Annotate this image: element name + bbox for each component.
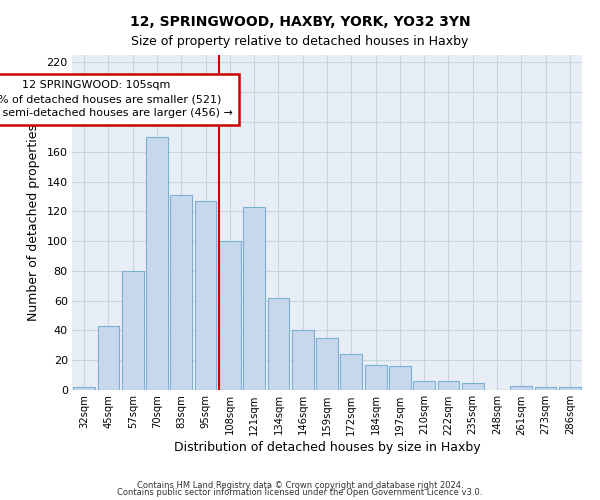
X-axis label: Distribution of detached houses by size in Haxby: Distribution of detached houses by size … (173, 442, 481, 454)
Bar (73, 387, 95, 390)
Bar (535, 387, 556, 390)
Bar (292, 330, 314, 390)
Text: Size of property relative to detached houses in Haxby: Size of property relative to detached ho… (131, 35, 469, 48)
Bar (437, 381, 460, 390)
Bar (146, 137, 168, 390)
Bar (559, 387, 581, 390)
Bar (340, 354, 362, 390)
Bar (219, 241, 241, 390)
Bar (243, 207, 265, 390)
Y-axis label: Number of detached properties: Number of detached properties (26, 124, 40, 321)
Text: Contains public sector information licensed under the Open Government Licence v3: Contains public sector information licen… (118, 488, 482, 497)
Bar (365, 364, 386, 390)
Bar (122, 271, 143, 390)
Bar (413, 381, 435, 390)
Text: 12, SPRINGWOOD, HAXBY, YORK, YO32 3YN: 12, SPRINGWOOD, HAXBY, YORK, YO32 3YN (130, 15, 470, 29)
Text: 12 SPRINGWOOD: 105sqm
← 53% of detached houses are smaller (521)
46% of semi-det: 12 SPRINGWOOD: 105sqm ← 53% of detached … (0, 80, 233, 118)
Bar (268, 298, 289, 390)
Bar (97, 326, 119, 390)
Bar (462, 382, 484, 390)
Bar (170, 195, 192, 390)
Bar (389, 366, 411, 390)
Text: Contains HM Land Registry data © Crown copyright and database right 2024.: Contains HM Land Registry data © Crown c… (137, 480, 463, 490)
Bar (194, 201, 217, 390)
Bar (316, 338, 338, 390)
Bar (511, 386, 532, 390)
